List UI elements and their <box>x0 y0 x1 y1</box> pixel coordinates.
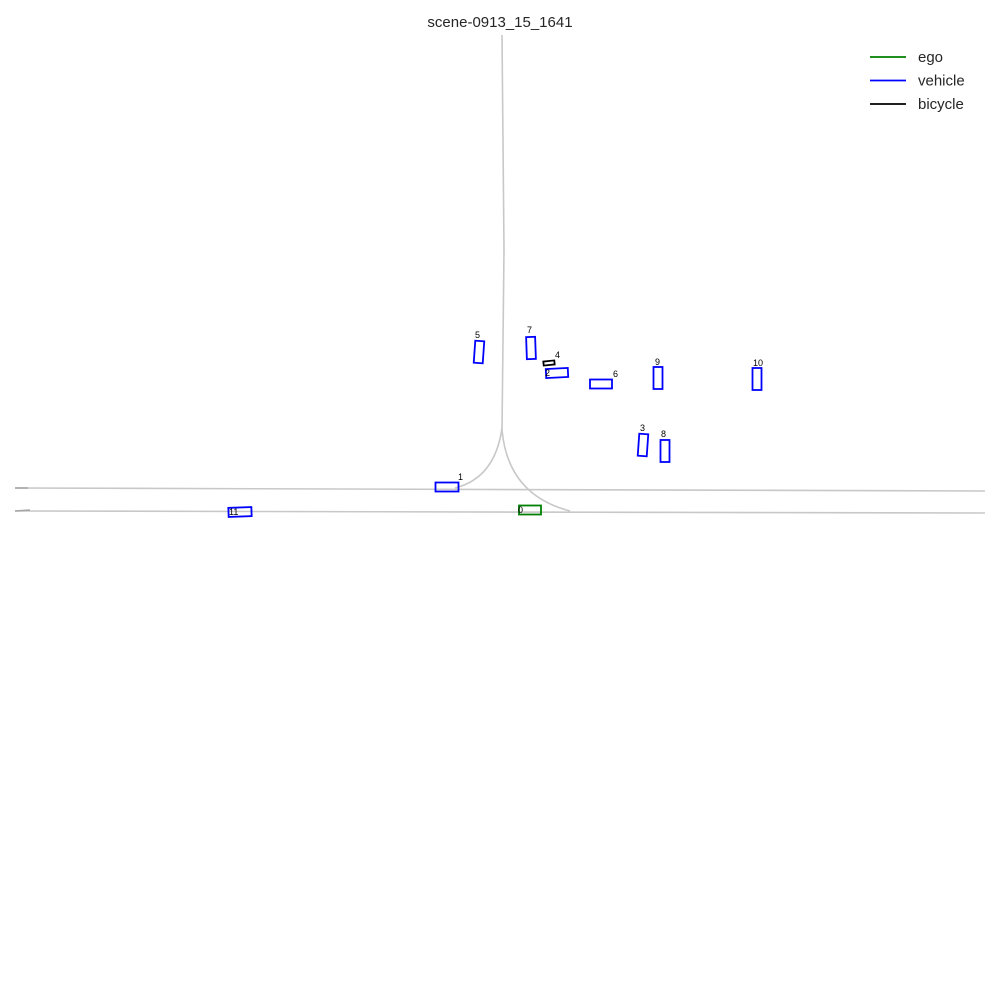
agent-label: 3 <box>640 423 645 433</box>
agent-6: 6 <box>589 369 618 390</box>
agent-box-vehicle <box>227 506 253 518</box>
agent-5: 5 <box>472 330 486 365</box>
agent-box-vehicle <box>525 335 537 361</box>
agent-label: 0 <box>518 505 523 515</box>
scene-title: scene-0913_15_1641 <box>427 14 572 31</box>
legend: ego vehicle bicycle <box>870 49 965 113</box>
lane-stub-left-2 <box>14 509 31 512</box>
legend-item-bicycle: bicycle <box>870 96 964 113</box>
agent-label: 7 <box>527 325 532 335</box>
lane-northbound <box>501 34 505 431</box>
agent-9: 9 <box>652 357 664 390</box>
agent-box-vehicle <box>751 367 763 391</box>
lane-turn-left <box>454 427 503 489</box>
agent-label: 2 <box>545 368 550 378</box>
agent-box-vehicle <box>434 481 460 493</box>
agent-box-vehicle <box>652 366 664 390</box>
agent-11: 11 <box>227 506 253 518</box>
agent-box-ego <box>518 504 542 516</box>
agent-label: 6 <box>613 369 618 379</box>
agent-10: 10 <box>751 358 763 391</box>
lane-eastbound <box>14 510 986 514</box>
lane-turn-right <box>501 429 571 512</box>
agent-box-bicycle <box>542 359 556 367</box>
agent-0: 0 <box>518 504 542 516</box>
agents-layer: 0 1 2 3 4 5 6 7 8 9 10 11 <box>227 325 763 518</box>
agent-label: 1 <box>458 472 463 482</box>
legend-item-vehicle: vehicle <box>870 73 965 90</box>
lane-network <box>14 34 986 514</box>
agent-box-vehicle <box>636 432 650 458</box>
agent-box-vehicle <box>589 378 613 390</box>
legend-item-ego: ego <box>870 49 943 66</box>
agent-8: 8 <box>659 429 671 463</box>
lane-westbound <box>14 487 986 492</box>
agent-2: 2 <box>544 366 570 380</box>
agent-1: 1 <box>434 472 463 493</box>
legend-label: bicycle <box>918 96 964 113</box>
agent-label: 10 <box>753 358 763 368</box>
legend-label: ego <box>918 49 943 66</box>
agent-label: 8 <box>661 429 666 439</box>
agent-label: 9 <box>655 357 660 367</box>
agent-label: 11 <box>229 507 238 517</box>
legend-label: vehicle <box>918 73 965 90</box>
agent-4: 4 <box>542 350 560 367</box>
agent-label: 4 <box>555 350 560 360</box>
agent-box-vehicle <box>472 339 486 365</box>
agent-box-vehicle <box>659 439 671 463</box>
agent-3: 3 <box>636 423 650 458</box>
agent-7: 7 <box>525 325 537 361</box>
agent-box-vehicle <box>544 366 570 380</box>
agent-label: 5 <box>475 330 480 340</box>
